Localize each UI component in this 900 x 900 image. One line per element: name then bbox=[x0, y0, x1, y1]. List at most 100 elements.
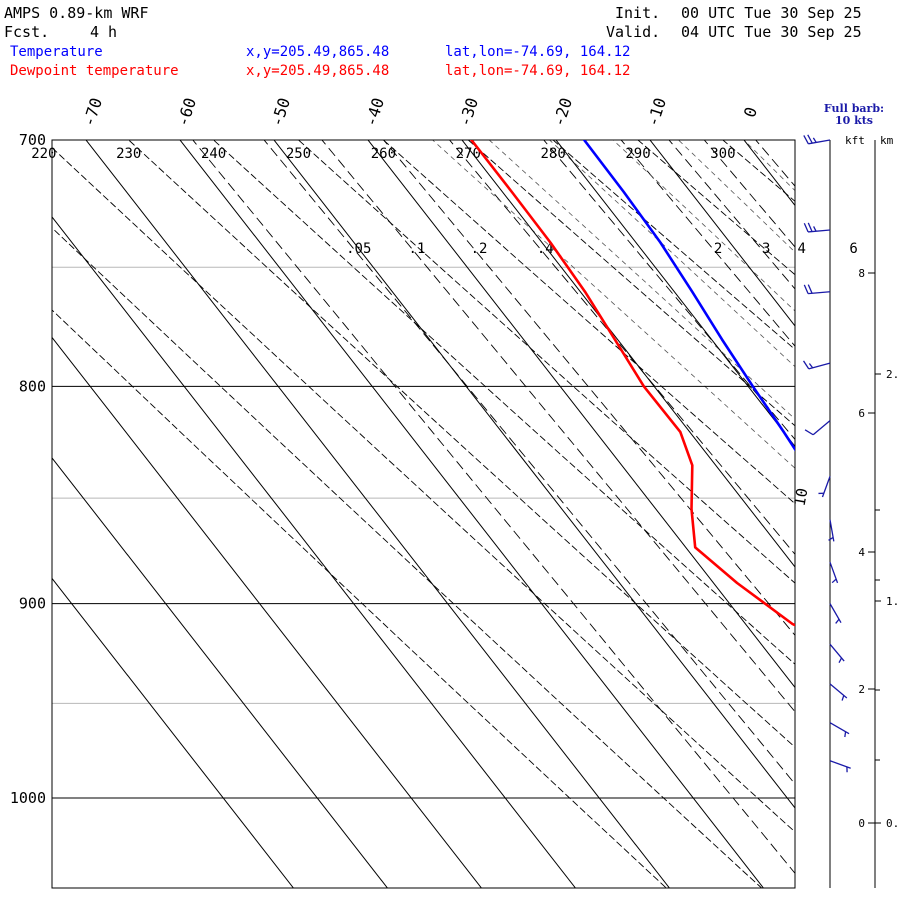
temperature-tick-label: -40 bbox=[361, 95, 388, 128]
init-time: 00 UTC Tue 30 Sep 25 bbox=[681, 4, 862, 22]
valid-time: 04 UTC Tue 30 Sep 25 bbox=[681, 23, 862, 41]
dry-adiabat-label: 250 bbox=[286, 146, 311, 162]
wind-barb-staff bbox=[812, 420, 831, 436]
dry-adiabat bbox=[52, 227, 762, 888]
pressure-label-900: 900 bbox=[19, 595, 46, 613]
temperature-tick-label: -30 bbox=[455, 95, 482, 128]
mixing-ratio-line bbox=[448, 140, 795, 555]
dry-adiabat bbox=[467, 140, 795, 427]
kft-tick-label: 6 bbox=[858, 407, 865, 420]
dry-adiabat bbox=[861, 114, 900, 889]
moist-adiabat bbox=[612, 140, 795, 312]
dry-adiabat-label: 290 bbox=[625, 146, 650, 162]
wind-barb-full bbox=[803, 135, 809, 145]
mixing-ratio-line bbox=[668, 140, 795, 290]
model-title: AMPS 0.89-km WRF bbox=[4, 4, 149, 22]
dry-adiabat bbox=[52, 309, 667, 888]
pressure-label-1000: 1000 bbox=[10, 789, 46, 807]
dry-adiabat-label: 240 bbox=[201, 146, 226, 162]
mixing-ratio-lines bbox=[192, 140, 795, 874]
dry-adiabats bbox=[52, 114, 900, 889]
skew-label: 10 bbox=[791, 487, 812, 508]
mixing-ratio-label: 3 bbox=[762, 241, 770, 257]
isotherm bbox=[649, 140, 795, 327]
mixing-ratio-label: 6 bbox=[849, 241, 857, 257]
kft-tick-label: 4 bbox=[858, 546, 865, 559]
dry-adiabat-label: 280 bbox=[540, 146, 565, 162]
isotherms bbox=[52, 140, 795, 888]
dry-adiabat bbox=[52, 147, 795, 833]
dry-adiabat-label: 230 bbox=[116, 146, 141, 162]
wind-barb-half bbox=[831, 578, 837, 584]
wind-barb-half bbox=[828, 536, 834, 541]
pressure-label-800: 800 bbox=[19, 377, 46, 395]
mixing-ratio-line bbox=[321, 140, 795, 713]
sounding-series bbox=[470, 140, 795, 627]
dry-adiabat bbox=[128, 140, 795, 748]
dry-adiabat-label: 220 bbox=[31, 146, 56, 162]
wind-barb-full bbox=[807, 222, 813, 232]
wind-barb-full bbox=[804, 429, 814, 436]
wind-barb-full bbox=[802, 360, 810, 370]
dry-adiabat bbox=[552, 140, 795, 351]
legend-temperature-xy: x,y=205.49,865.48 bbox=[246, 44, 390, 60]
km-tick-label: 1. bbox=[886, 595, 899, 608]
legend-temperature-label: Temperature bbox=[10, 44, 103, 60]
wind-barb-half bbox=[844, 731, 847, 738]
dry-adiabat-label: 260 bbox=[371, 146, 396, 162]
barb-note-line1: Full barb: bbox=[823, 102, 885, 115]
temperature-tick-label: -70 bbox=[79, 95, 106, 128]
isotherm bbox=[52, 457, 388, 888]
init-label: Init. bbox=[615, 4, 661, 22]
dry-adiabat bbox=[637, 140, 795, 276]
mixing-ratio-line bbox=[192, 140, 795, 874]
isotherm bbox=[273, 140, 795, 809]
dry-adiabat-label: 270 bbox=[456, 146, 481, 162]
km-tick-label: 2. bbox=[886, 368, 899, 381]
mixing-ratio-label: .05 bbox=[346, 241, 371, 257]
legend-dewpoint-xy: x,y=205.49,865.48 bbox=[246, 63, 390, 79]
legend-dewpoint-label: Dewpoint temperature bbox=[10, 63, 179, 79]
wind-barb-half bbox=[838, 657, 843, 664]
pressure-label-700: 700 bbox=[19, 131, 46, 149]
valid-label: Valid. bbox=[606, 23, 661, 41]
temperature-tick-label: -50 bbox=[267, 95, 294, 128]
mixing-ratio-line bbox=[263, 140, 795, 785]
barb-note-line2: 10 kts bbox=[834, 114, 874, 127]
isotherm bbox=[52, 336, 482, 888]
moist-adiabat bbox=[677, 140, 795, 253]
isotherm bbox=[52, 216, 576, 888]
kft-axis-label: kft bbox=[845, 134, 865, 147]
wind-barb-full bbox=[803, 284, 809, 294]
mixing-ratio-label: .4 bbox=[537, 241, 554, 257]
wind-barb-half bbox=[812, 137, 817, 143]
wind-barb-full bbox=[807, 284, 813, 294]
forecast-label: Fcst. bbox=[4, 23, 50, 41]
moist-adiabat bbox=[548, 140, 795, 368]
kft-tick-label: 0 bbox=[858, 817, 865, 830]
mixing-ratio-label: 4 bbox=[798, 241, 806, 257]
mixing-ratio-line bbox=[383, 140, 795, 637]
minor-isobars bbox=[52, 266, 795, 704]
mixing-ratio-line bbox=[543, 140, 795, 441]
km-axis-label: km bbox=[880, 134, 894, 147]
moist-adiabat bbox=[432, 140, 795, 469]
mixing-ratio-label: 2 bbox=[714, 241, 722, 257]
isotherm bbox=[367, 140, 795, 689]
isotherm bbox=[461, 140, 795, 568]
temperature-tick-label: -10 bbox=[643, 95, 670, 128]
temperature-tick-label: 0 bbox=[740, 105, 761, 120]
temperature-tick-label: -60 bbox=[173, 95, 200, 128]
dry-adiabat bbox=[382, 140, 795, 505]
plot-frame bbox=[51, 139, 796, 889]
wind-barb-half bbox=[841, 695, 845, 701]
isotherm bbox=[85, 140, 670, 888]
kft-tick-label: 2 bbox=[858, 683, 865, 696]
mixing-ratio-label: .1 bbox=[409, 241, 426, 257]
isotherm bbox=[555, 140, 795, 448]
legend-dewpoint-latlon: lat,lon=-74.69, 164.12 bbox=[445, 63, 631, 79]
moist-adiabat bbox=[843, 114, 900, 889]
